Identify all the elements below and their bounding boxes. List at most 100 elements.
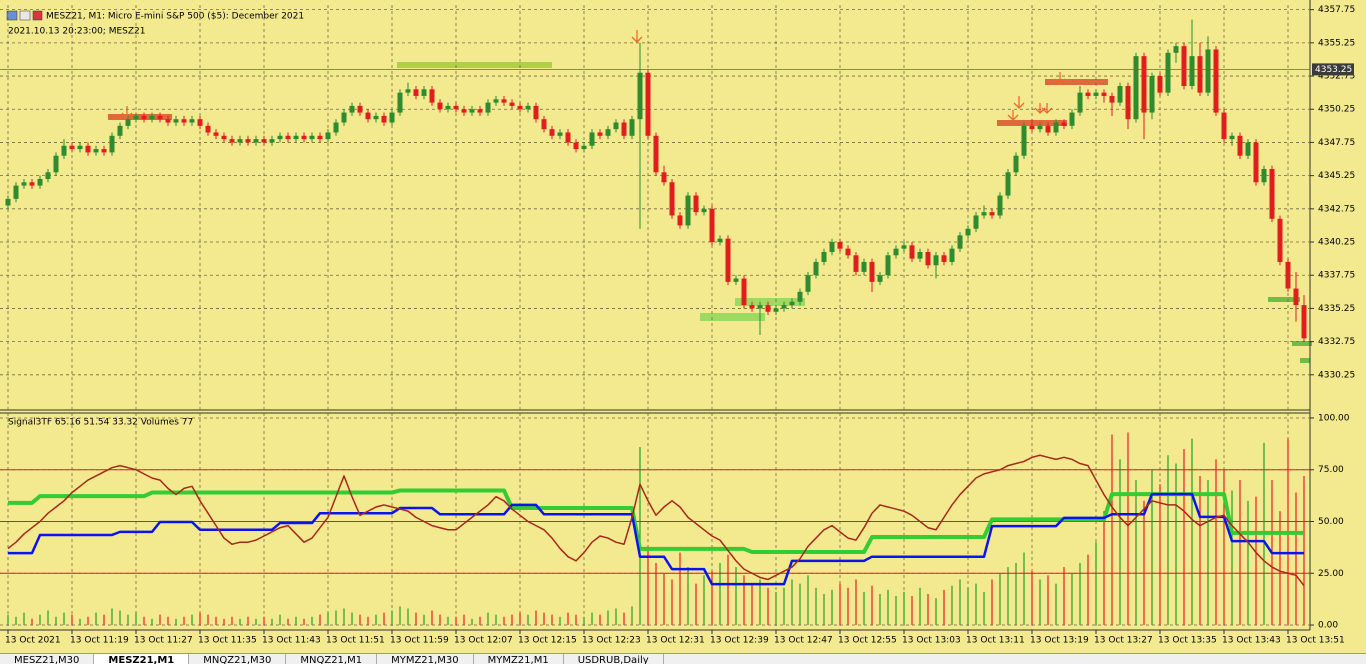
candle-body	[1189, 56, 1195, 86]
indicator-line	[7, 454, 1305, 587]
candle-body	[645, 72, 651, 136]
candle-body	[885, 255, 891, 276]
candle-body	[773, 308, 779, 312]
candle-body	[365, 112, 371, 120]
candle-body	[1013, 155, 1019, 173]
chart-tab[interactable]: MESZ21,M1	[94, 654, 190, 664]
candle-body	[869, 261, 875, 282]
x-tick-label: 13 Oct 12:23	[582, 636, 641, 646]
y-tick-label: 4335.25	[1318, 304, 1355, 314]
candle-body	[1085, 92, 1091, 96]
candle-body	[765, 305, 771, 312]
candle-body	[1117, 86, 1123, 103]
chart-tab[interactable]: MESZ21,M30	[0, 654, 95, 664]
candle-body	[85, 145, 91, 153]
candle-body	[669, 182, 675, 216]
candle-body	[813, 261, 819, 276]
candle-body	[61, 145, 67, 156]
candle-body	[1053, 122, 1059, 133]
candle-body	[1125, 86, 1131, 120]
chart-tab[interactable]: MNQZ21,M1	[286, 654, 378, 664]
candle-body	[1213, 49, 1219, 113]
candle-body	[405, 89, 411, 93]
candle-body	[381, 115, 387, 123]
candle-body	[565, 132, 571, 143]
x-tick-label: 13 Oct 2021	[5, 636, 61, 646]
chart-tab[interactable]: MYMZ21,M30	[377, 654, 474, 664]
candle-body	[1229, 135, 1235, 140]
candle-body	[789, 301, 795, 306]
candle-body	[637, 72, 643, 120]
signal-arrows	[121, 30, 1066, 121]
indicator-line	[8, 492, 1304, 586]
arrow	[1007, 110, 1019, 121]
current-price-box	[1312, 63, 1354, 76]
x-tick-label: 13 Oct 13:27	[1094, 636, 1153, 646]
chart-tab[interactable]: MNQZ21,M30	[189, 654, 287, 664]
candle-body	[165, 119, 171, 123]
candle-body	[485, 102, 491, 113]
candle-body	[53, 155, 59, 173]
candle-body	[893, 248, 899, 256]
candle-body	[725, 238, 731, 282]
candle-body	[1197, 56, 1203, 93]
candle-body	[101, 149, 107, 153]
candle-body	[933, 255, 939, 266]
candle-body	[77, 145, 83, 150]
candle-body	[541, 119, 547, 130]
candle-body	[1285, 261, 1291, 289]
candle-body	[357, 105, 363, 113]
candle-body	[701, 208, 707, 213]
candle-body	[549, 129, 555, 136]
buy-zone	[1268, 297, 1300, 302]
candle-body	[821, 251, 827, 262]
buy-zone	[1292, 341, 1312, 346]
x-tick-label: 13 Oct 13:43	[1222, 636, 1281, 646]
candle-body	[421, 89, 427, 96]
candle-body	[757, 305, 763, 309]
candle-body	[453, 105, 459, 110]
x-tick-label: 13 Oct 13:03	[902, 636, 961, 646]
candle-body	[629, 119, 635, 136]
x-tick-label: 13 Oct 12:15	[518, 636, 577, 646]
candle-body	[157, 115, 163, 120]
candle-body	[965, 228, 971, 236]
candle-body	[805, 275, 811, 292]
candle-body	[269, 139, 275, 143]
candle-body	[1181, 46, 1187, 86]
candle-body	[429, 89, 435, 103]
y-tick-label: 0.00	[1318, 621, 1338, 631]
candle-body	[517, 105, 523, 110]
candle-body	[1021, 125, 1027, 156]
chart-tab[interactable]: MYMZ21,M1	[474, 654, 564, 664]
candle-body	[317, 135, 323, 140]
candle-body	[205, 125, 211, 133]
buy-zone	[700, 313, 765, 321]
candle-body	[589, 132, 595, 146]
candle-body	[613, 122, 619, 130]
y-tick-label: 4347.75	[1318, 138, 1355, 148]
y-tick-label: 4332.75	[1318, 337, 1355, 347]
candle-body	[245, 139, 251, 143]
candle-body	[733, 278, 739, 282]
candle-body	[325, 132, 331, 140]
candle-body	[141, 115, 147, 120]
candle-body	[605, 129, 611, 136]
candle-body	[109, 135, 115, 153]
candle-body	[909, 245, 915, 259]
candle-body	[389, 112, 395, 123]
candle-body	[845, 248, 851, 256]
candle-body	[1237, 135, 1243, 156]
chart-tab[interactable]: USDRUB,Daily	[564, 654, 664, 664]
candle-body	[413, 89, 419, 96]
arrow	[121, 106, 133, 119]
tab-bar: MESZ21,M30 MESZ21,M1 MNQZ21,M30 MNQZ21,M1 MY…	[0, 653, 1366, 664]
candle-body	[1301, 305, 1307, 339]
candle-body	[477, 109, 483, 113]
candle-body	[133, 115, 139, 120]
candle-body	[557, 132, 563, 136]
candle-body	[349, 105, 355, 113]
x-tick-label: 13 Oct 12:07	[454, 636, 513, 646]
